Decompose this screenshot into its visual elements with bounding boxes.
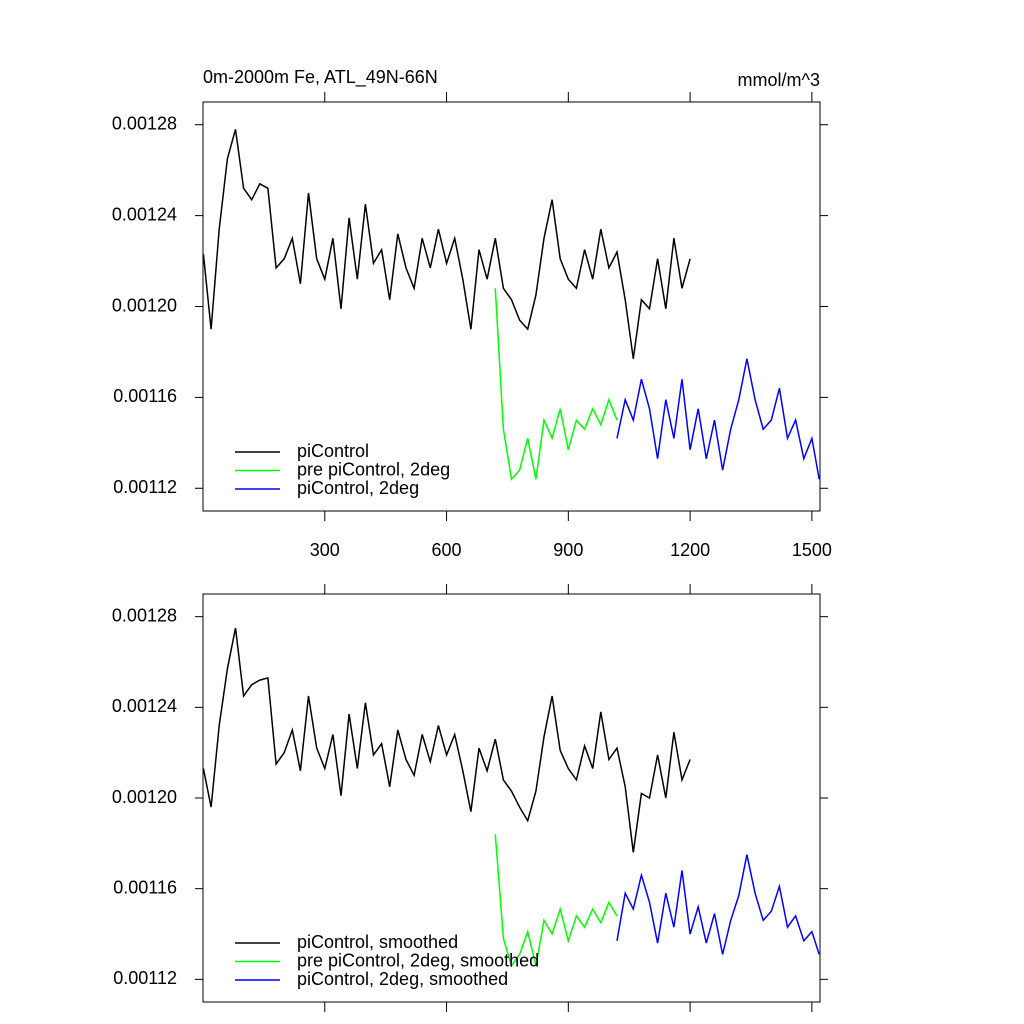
y-tick-label: 0.00112 xyxy=(113,968,177,988)
y-tick-label: 0.00124 xyxy=(112,204,177,224)
x-tick-label: 1500 xyxy=(792,540,832,560)
legend-label: pre piControl, 2deg, smoothed xyxy=(297,950,539,970)
series-line xyxy=(494,834,618,968)
plot-frame xyxy=(202,593,821,1003)
series-line xyxy=(616,854,820,955)
y-tick-label: 0.00128 xyxy=(112,605,177,625)
legend-label: piControl, smoothed xyxy=(297,932,458,952)
legend-label: piControl xyxy=(297,441,369,461)
chart-title: 0m-2000m Fe, ATL_49N-66N xyxy=(203,67,438,88)
series-line xyxy=(202,129,691,359)
x-tick-label: 1200 xyxy=(670,540,710,560)
y-tick-label: 0.00112 xyxy=(113,477,177,497)
y-tick-label: 0.00124 xyxy=(112,696,177,716)
y-tick-label: 0.00128 xyxy=(112,113,177,133)
x-tick-label: 300 xyxy=(310,540,340,560)
x-tick-label: 600 xyxy=(432,540,462,560)
legend-label: piControl, 2deg, smoothed xyxy=(297,969,508,989)
y-tick-label: 0.00120 xyxy=(112,295,177,315)
y-tick-label: 0.00116 xyxy=(113,877,177,897)
series-line xyxy=(494,288,618,481)
legend-label: piControl, 2deg xyxy=(297,478,419,498)
y-tick-label: 0.00116 xyxy=(113,386,177,406)
series-line xyxy=(202,627,691,853)
series-line xyxy=(616,358,820,480)
units-label: mmol/m^3 xyxy=(738,70,820,90)
y-tick-label: 0.00120 xyxy=(112,787,177,807)
legend-label: pre piControl, 2deg xyxy=(297,459,450,479)
x-tick-label: 900 xyxy=(553,540,583,560)
plot-frame xyxy=(202,101,821,512)
